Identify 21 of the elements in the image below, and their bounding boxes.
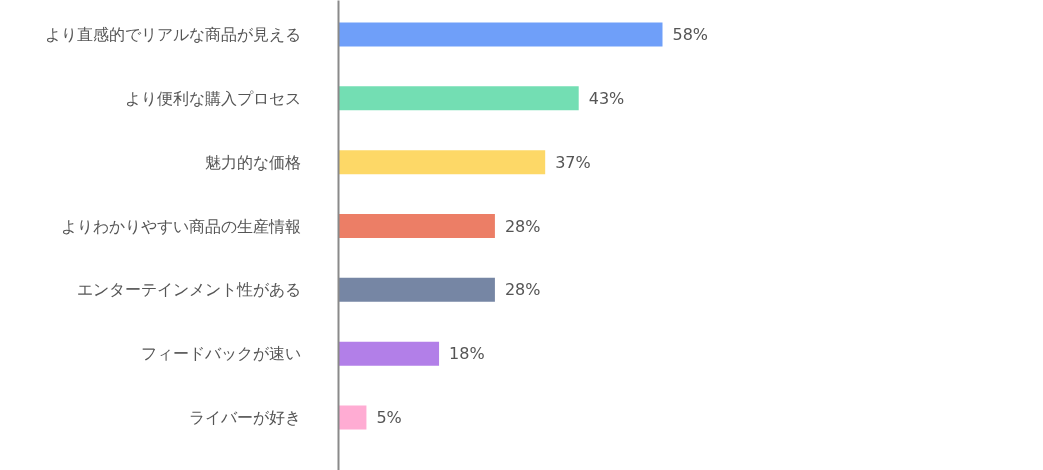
bar xyxy=(338,150,546,175)
data-label: 28% xyxy=(504,280,541,300)
y-tick-label: 魅力的な価格 xyxy=(204,152,301,172)
data-label: 28% xyxy=(504,216,541,236)
bar xyxy=(338,22,663,47)
data-label: 43% xyxy=(588,88,625,108)
y-tick-label: フィードバックが速い xyxy=(140,344,301,364)
bar xyxy=(338,214,495,239)
y-tick-label: より便利な購入プロセス xyxy=(124,88,301,108)
bar xyxy=(338,341,440,366)
bar xyxy=(338,277,495,302)
data-label: 5% xyxy=(376,408,402,428)
y-tick-label: より直感的でリアルな商品が見える xyxy=(44,25,301,45)
bar xyxy=(338,405,367,430)
data-label: 58% xyxy=(672,25,709,45)
data-label: 18% xyxy=(449,344,485,364)
y-tick-label: よりわかりやすい商品の生産情報 xyxy=(60,216,301,236)
data-label: 37% xyxy=(555,152,591,172)
y-tick-label: エンターテインメント性がある xyxy=(76,280,301,300)
bar xyxy=(338,86,579,111)
y-tick-label: ライバーが好き xyxy=(188,408,301,428)
